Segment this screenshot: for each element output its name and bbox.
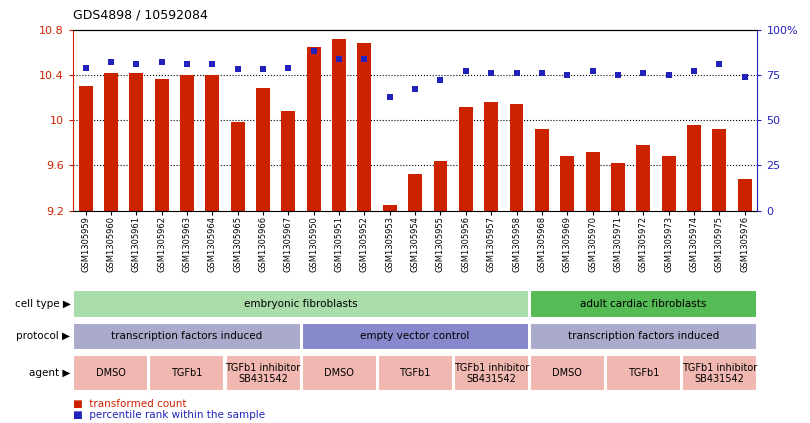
Bar [433, 161, 447, 211]
Point [510, 70, 523, 77]
Bar [484, 102, 498, 211]
FancyBboxPatch shape [225, 355, 301, 391]
Point [535, 70, 548, 77]
Point [459, 68, 472, 74]
Text: ■  transformed count: ■ transformed count [73, 399, 186, 409]
Point [333, 55, 346, 62]
Point [79, 64, 92, 71]
Text: ■  percentile rank within the sample: ■ percentile rank within the sample [73, 409, 265, 420]
Text: empty vector control: empty vector control [360, 331, 470, 341]
Point [307, 48, 320, 55]
Text: TGFb1: TGFb1 [399, 368, 431, 378]
Text: embryonic fibroblasts: embryonic fibroblasts [245, 299, 358, 309]
Bar [458, 107, 473, 211]
Text: adult cardiac fibroblasts: adult cardiac fibroblasts [580, 299, 706, 309]
Text: GDS4898 / 10592084: GDS4898 / 10592084 [73, 8, 208, 21]
Point [662, 71, 675, 78]
Bar [535, 129, 549, 211]
FancyBboxPatch shape [606, 355, 680, 391]
Bar [180, 75, 194, 211]
Point [181, 60, 194, 67]
Bar [332, 38, 346, 211]
Point [408, 86, 421, 93]
Point [561, 71, 573, 78]
Bar [561, 157, 574, 211]
FancyBboxPatch shape [74, 323, 301, 350]
FancyBboxPatch shape [74, 355, 148, 391]
Bar [307, 47, 321, 211]
Bar [687, 125, 701, 211]
Bar [611, 163, 625, 211]
Bar [738, 179, 752, 211]
Point [130, 60, 143, 67]
FancyBboxPatch shape [301, 355, 377, 391]
Bar [712, 129, 727, 211]
Point [282, 64, 295, 71]
Bar [357, 43, 372, 211]
Point [104, 59, 117, 66]
Text: TGFb1: TGFb1 [628, 368, 659, 378]
FancyBboxPatch shape [74, 291, 529, 318]
Bar [104, 73, 118, 211]
Point [612, 71, 625, 78]
Bar [155, 80, 168, 211]
Bar [408, 174, 422, 211]
FancyBboxPatch shape [150, 355, 224, 391]
Text: protocol ▶: protocol ▶ [16, 331, 70, 341]
Bar [662, 157, 676, 211]
Text: TGFb1 inhibitor
SB431542: TGFb1 inhibitor SB431542 [225, 363, 301, 384]
FancyBboxPatch shape [377, 355, 453, 391]
Text: DMSO: DMSO [552, 368, 582, 378]
Point [231, 66, 244, 73]
Point [156, 59, 168, 66]
Text: transcription factors induced: transcription factors induced [111, 331, 262, 341]
Bar [586, 152, 599, 211]
FancyBboxPatch shape [530, 355, 605, 391]
Point [713, 60, 726, 67]
Point [257, 66, 270, 73]
Bar [383, 205, 397, 211]
Point [688, 68, 701, 74]
Point [637, 70, 650, 77]
Bar [206, 75, 220, 211]
Text: cell type ▶: cell type ▶ [15, 299, 70, 309]
FancyBboxPatch shape [454, 355, 529, 391]
Point [738, 73, 751, 80]
Text: DMSO: DMSO [96, 368, 126, 378]
Text: TGFb1 inhibitor
SB431542: TGFb1 inhibitor SB431542 [454, 363, 529, 384]
Bar [509, 104, 523, 211]
Bar [130, 73, 143, 211]
Text: TGFb1: TGFb1 [171, 368, 202, 378]
Bar [256, 88, 270, 211]
FancyBboxPatch shape [530, 291, 757, 318]
Point [358, 55, 371, 62]
Text: TGFb1 inhibitor
SB431542: TGFb1 inhibitor SB431542 [682, 363, 757, 384]
Point [586, 68, 599, 74]
Bar [231, 122, 245, 211]
Text: transcription factors induced: transcription factors induced [568, 331, 719, 341]
Bar [79, 86, 92, 211]
Point [434, 77, 447, 84]
Bar [637, 145, 650, 211]
Text: agent ▶: agent ▶ [29, 368, 70, 378]
FancyBboxPatch shape [530, 323, 757, 350]
Point [206, 60, 219, 67]
Point [484, 70, 497, 77]
FancyBboxPatch shape [682, 355, 757, 391]
Text: DMSO: DMSO [324, 368, 354, 378]
Bar [281, 111, 296, 211]
FancyBboxPatch shape [301, 323, 529, 350]
Point [383, 93, 396, 100]
